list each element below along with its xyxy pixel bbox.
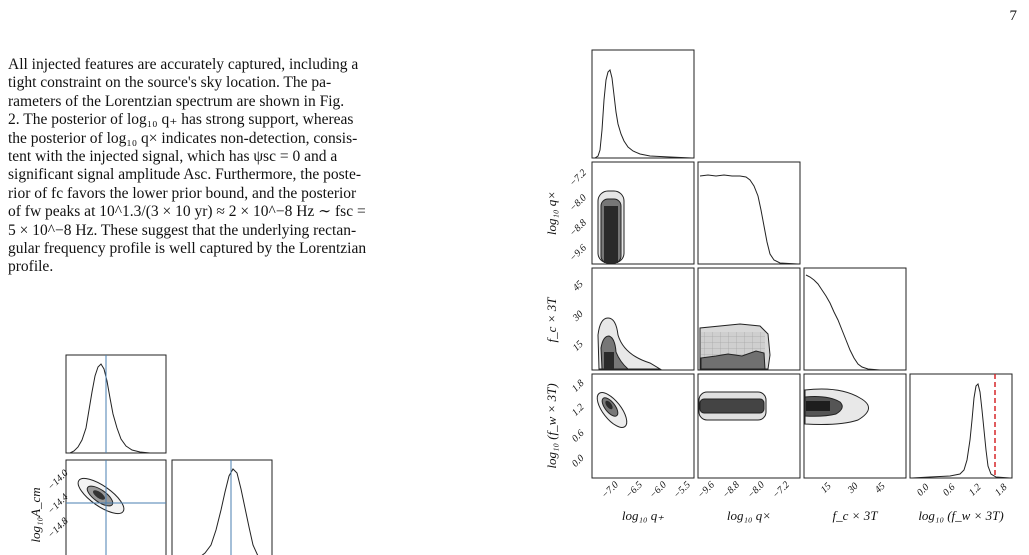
paragraph-line: 2. The posterior of log₁₀ q₊ has strong … [8, 111, 354, 129]
paragraph-line: gular frequency profile is well captured… [8, 240, 367, 258]
contour-qcross-fc-inner [700, 350, 766, 370]
xtick: −6.5 [624, 480, 645, 501]
ytick: 1.8 [570, 378, 587, 395]
xtick: 15 [819, 481, 834, 496]
ytick: −8.0 [568, 193, 589, 214]
paragraph-line: 5 × 10^−8 Hz. These suggest that the und… [8, 221, 357, 239]
small-hist-1 [69, 363, 162, 454]
paragraph-line: All injected features are accurately cap… [8, 56, 359, 73]
ytick: 1.2 [570, 402, 587, 419]
ylabel-row3: log₁₀ (f_w × 3T) [544, 383, 559, 468]
ytick: −9.6 [568, 243, 589, 264]
hist-fc [805, 274, 904, 371]
contour-qplus-fw-core [605, 400, 613, 410]
ytick: −8.8 [568, 218, 589, 239]
paragraph-line: the posterior of log₁₀ q× indicates non-… [8, 129, 358, 147]
ytick: 30 [570, 309, 586, 325]
contour-qplus-qcross-core [604, 206, 618, 263]
hist-panel-q-plus [591, 49, 695, 159]
xtick: 0.0 [915, 482, 932, 499]
small-2d-panel [65, 459, 167, 555]
panel-qcross-fw [697, 373, 801, 479]
panel-qplus-qcross [591, 161, 695, 265]
xlabel-fc: f_c × 3T [833, 508, 879, 523]
ytick: 45 [571, 279, 586, 294]
xtick: −7.0 [600, 480, 621, 501]
paragraph-line: of fw peaks at 10^1.3/(3 × 10 yr) ≈ 2 × … [8, 203, 366, 221]
ytick: 0.0 [570, 453, 587, 470]
body-paragraph: All injected features are accurately cap… [8, 56, 496, 277]
xtick: 1.8 [993, 482, 1010, 499]
small-hist-panel-2 [171, 459, 273, 555]
panel-fc-fw [803, 373, 907, 479]
hist-panel-fc [803, 267, 907, 371]
contour-fc-fw-core [806, 401, 830, 411]
xtick: 1.2 [967, 482, 984, 499]
paragraph-line: tight constraint on the source's sky loc… [8, 74, 332, 92]
hist-panel-q-cross [697, 161, 801, 265]
paragraph-line: rameters of the Lorentzian spectrum are … [8, 92, 345, 110]
xtick: −9.6 [696, 480, 717, 501]
small-ylabel: log₁₀A_cm [28, 487, 43, 542]
panel-qcross-fc [697, 267, 801, 371]
contour-qcross-fw-inner [699, 398, 765, 414]
xtick: −8.0 [746, 480, 767, 501]
small-contour-core [93, 490, 105, 500]
xtick: 0.6 [941, 482, 958, 499]
ytick: 15 [571, 339, 586, 354]
small-hist-2 [201, 468, 259, 555]
ylabel-row1: log₁₀ q× [544, 191, 559, 235]
hist-panel-fw [909, 373, 1013, 479]
panel-qplus-fw [591, 373, 695, 479]
ytick: 0.6 [570, 428, 587, 445]
xtick: −8.8 [721, 480, 742, 501]
paragraph-line: profile. [8, 258, 54, 276]
hist-fw [911, 383, 1011, 479]
xlabel-fw: log₁₀ (f_w × 3T) [918, 508, 1003, 523]
hist-q-cross [699, 174, 799, 265]
xlabel-q-cross: log₁₀ q× [727, 508, 771, 523]
paragraph-line: tent with the injected signal, which has… [8, 148, 338, 166]
small-hist-panel-1 [65, 354, 167, 454]
panel-qplus-fc [591, 267, 695, 371]
xtick: 45 [873, 481, 888, 496]
xtick: 30 [845, 481, 861, 497]
ylabel-row2: f_c × 3T [544, 297, 559, 343]
hist-q-plus [594, 69, 693, 159]
ytick: −7.2 [568, 168, 589, 189]
xtick: −5.5 [672, 480, 693, 501]
page-number: 7 [1009, 8, 1018, 24]
paragraph-line: rior of fc favors the lower prior bound,… [8, 184, 357, 202]
xlabel-q-plus: log₁₀ q₊ [622, 508, 664, 523]
contour-qplus-fc-core [604, 352, 614, 369]
paragraph-line: significant signal amplitude Asc. Furthe… [8, 166, 361, 184]
xtick: −6.0 [648, 480, 669, 501]
xtick: −7.2 [771, 480, 792, 501]
